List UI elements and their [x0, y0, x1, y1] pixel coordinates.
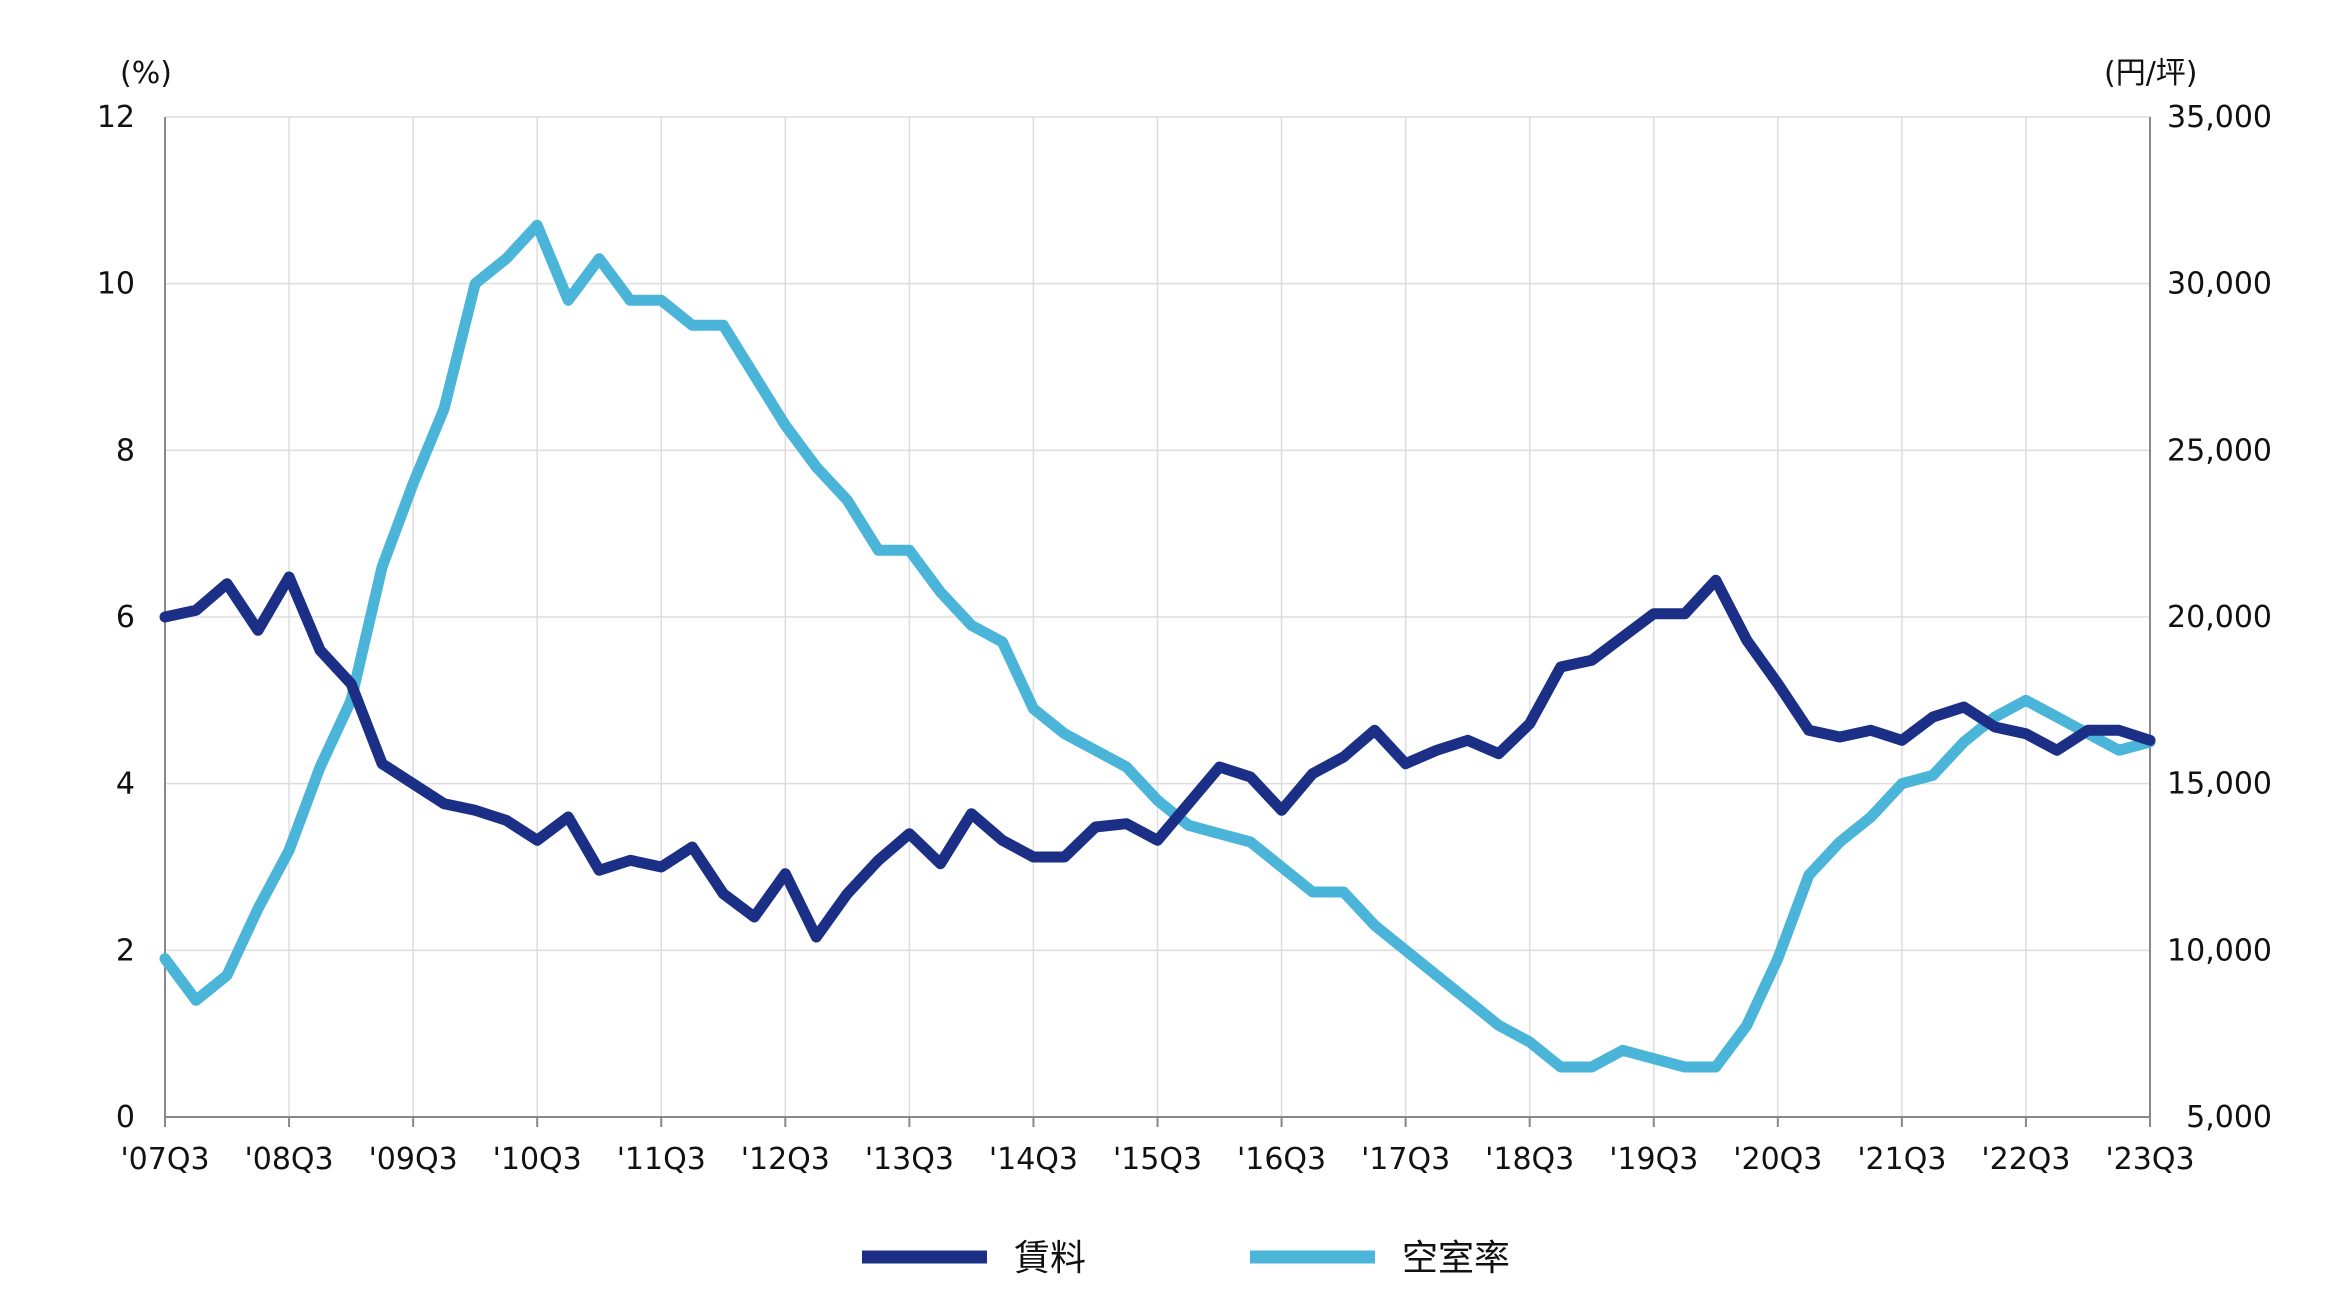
left-tick-label: 6: [116, 600, 135, 635]
x-tick-label: '20Q3: [1733, 1142, 1822, 1177]
tick-labels: 0 5,000 2 10,000 4 15,000 6 20,000 8 25,000 10 30,0…: [97, 100, 2272, 1177]
x-tick-label: '19Q3: [1609, 1142, 1698, 1177]
legend-label-vacancy: 空室率: [1402, 1238, 1510, 1279]
left-tick-label: 8: [116, 433, 135, 468]
right-tick-label: 25,000: [2167, 433, 2272, 468]
x-tick-label: '10Q3: [493, 1142, 582, 1177]
legend-label-rent: 賃料: [1014, 1238, 1086, 1279]
series-line-rent: [159, 571, 2156, 943]
left-axis-unit: (%): [120, 56, 172, 91]
left-tick-label: 4: [116, 767, 135, 802]
x-tick-label: '15Q3: [1113, 1142, 1202, 1177]
left-tick-label: 2: [116, 933, 135, 968]
x-tick-label: '11Q3: [617, 1142, 706, 1177]
x-tick-label: '09Q3: [369, 1142, 458, 1177]
x-tick-label: '21Q3: [1857, 1142, 1946, 1177]
x-tick-label: '13Q3: [865, 1142, 954, 1177]
left-tick-label: 10: [97, 267, 135, 302]
right-tick-label: 30,000: [2167, 267, 2272, 302]
right-tick-label: 5,000: [2186, 1100, 2272, 1135]
x-tick-label: '23Q3: [2105, 1142, 2194, 1177]
x-tick-label: '22Q3: [1981, 1142, 2070, 1177]
x-tick-label: '14Q3: [989, 1142, 1078, 1177]
right-tick-label: 20,000: [2167, 600, 2272, 635]
x-tick-label: '12Q3: [741, 1142, 830, 1177]
right-tick-label: 35,000: [2167, 100, 2272, 135]
right-axis-unit: (円/坪): [2104, 56, 2198, 91]
x-tick-label: '07Q3: [120, 1142, 209, 1177]
left-tick-label: 0: [116, 1100, 135, 1135]
right-tick-label: 15,000: [2167, 767, 2272, 802]
x-tick-label: '17Q3: [1361, 1142, 1450, 1177]
x-tick-label: '08Q3: [245, 1142, 334, 1177]
right-tick-label: 10,000: [2167, 933, 2272, 968]
series-lines: [159, 219, 2156, 1073]
left-tick-label: 12: [97, 100, 135, 135]
x-tick-label: '16Q3: [1237, 1142, 1326, 1177]
x-tick-label: '18Q3: [1485, 1142, 1574, 1177]
series-line-vacancy: [159, 219, 2156, 1073]
legend: 賃料 空室率: [862, 1238, 1510, 1279]
